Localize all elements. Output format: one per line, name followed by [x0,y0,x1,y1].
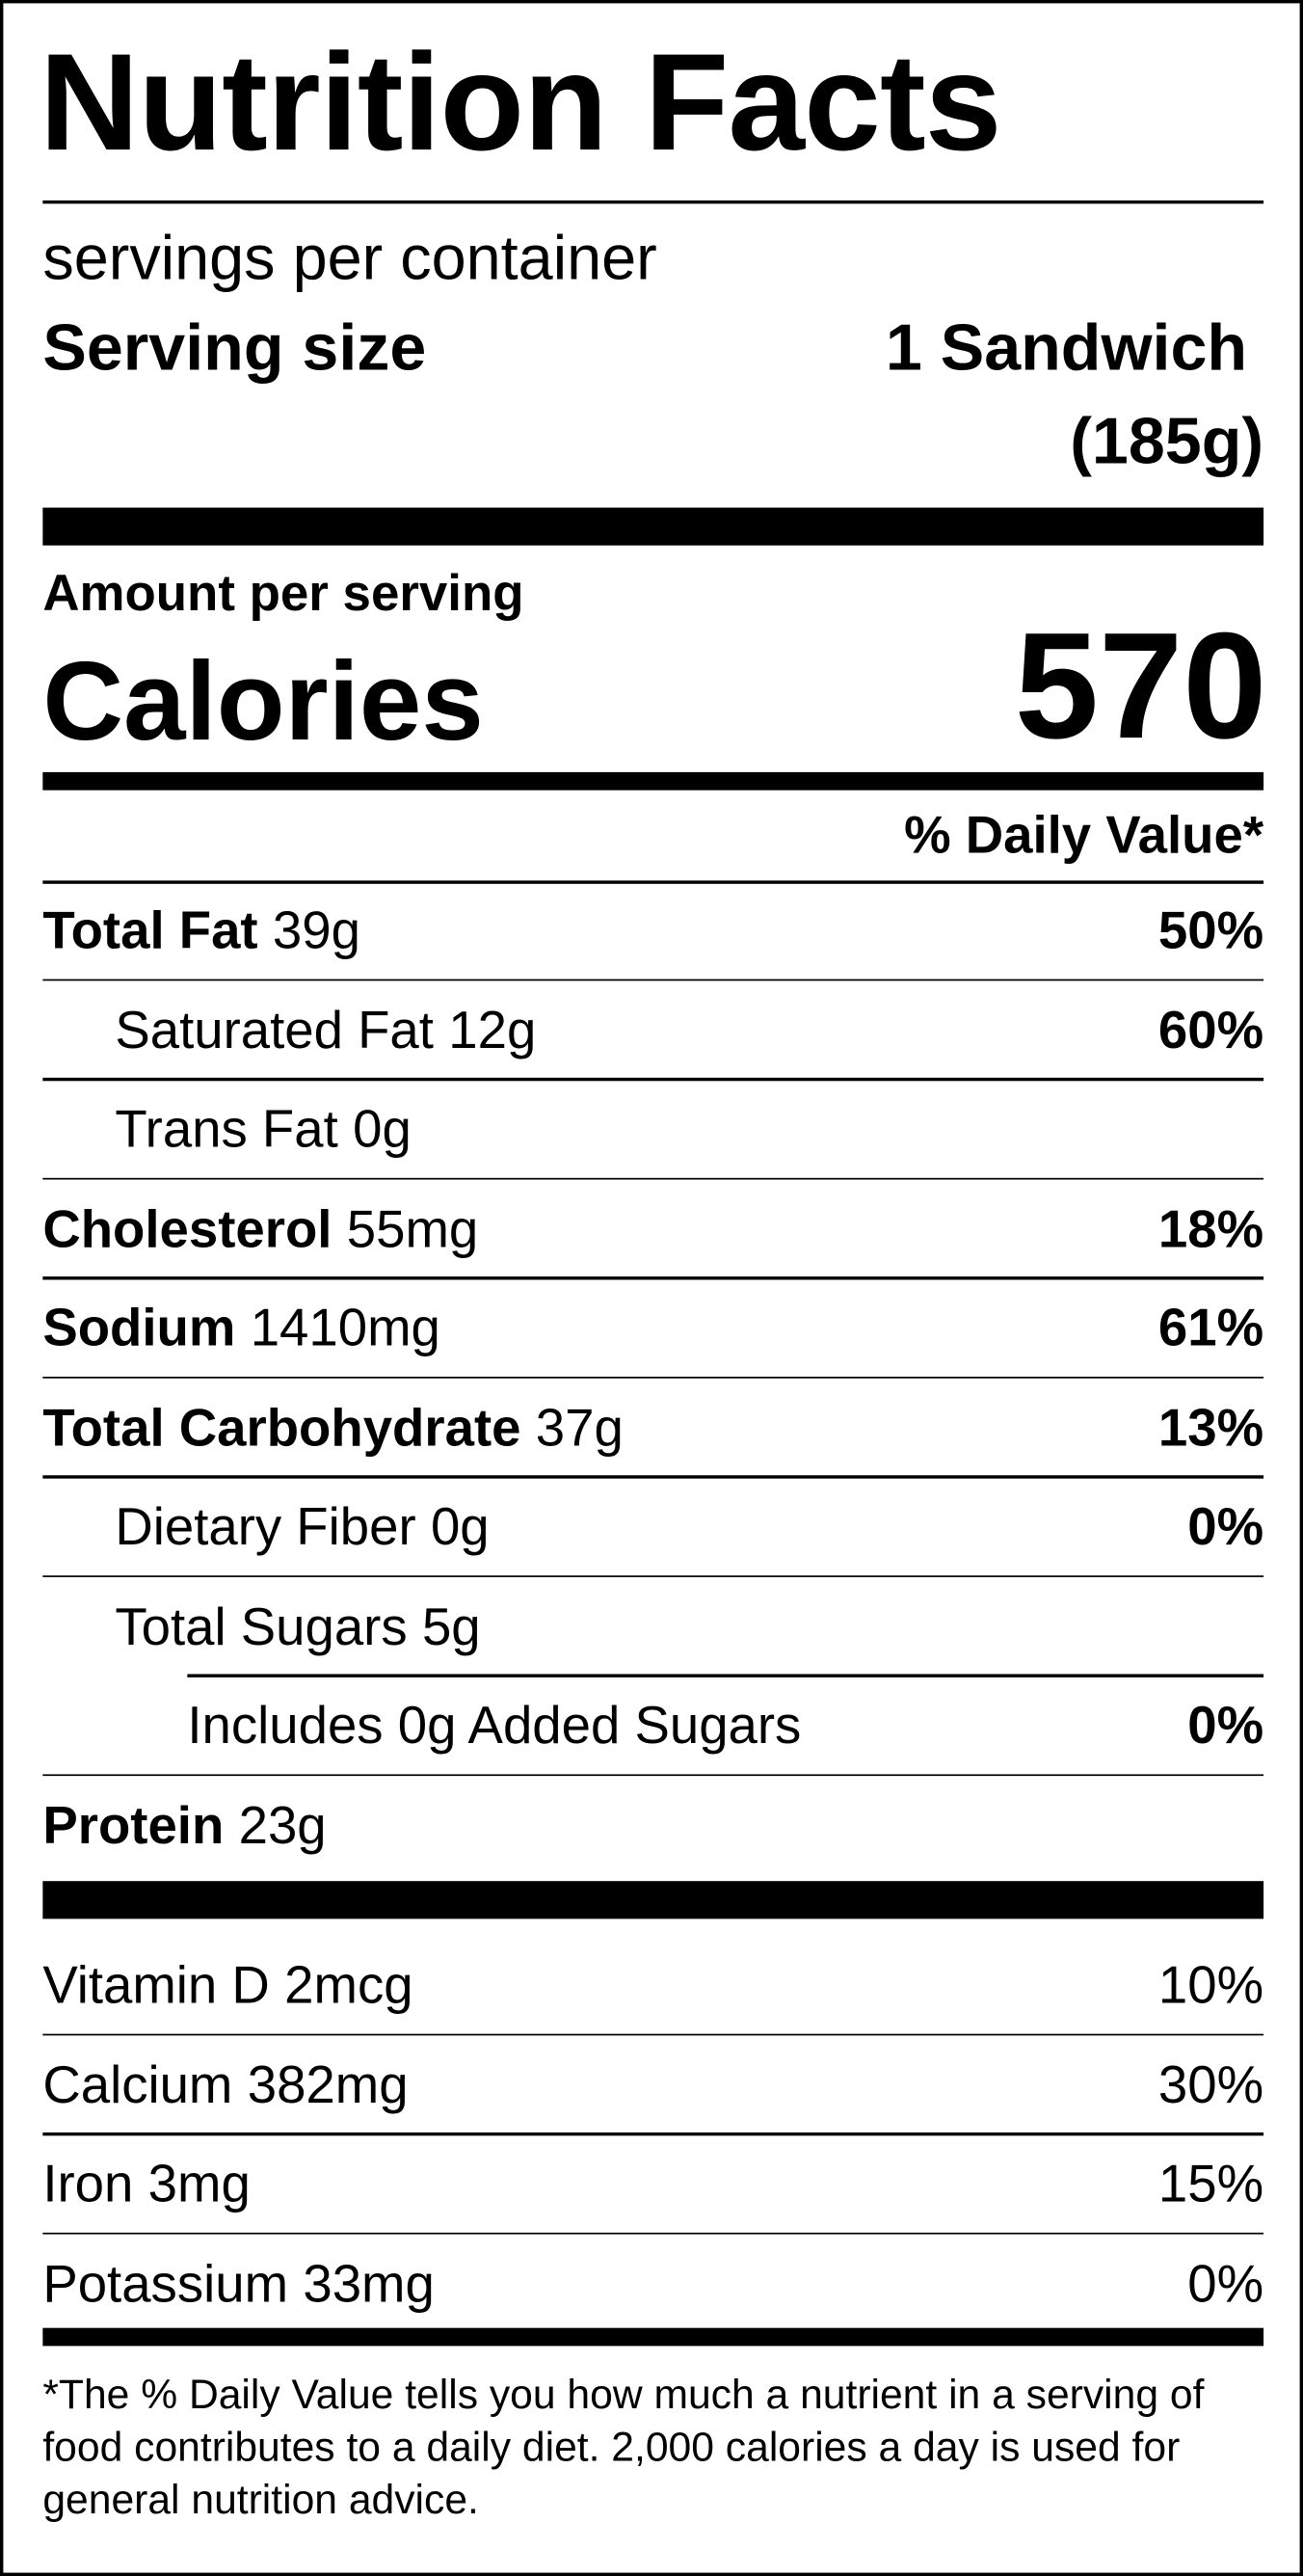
nutrient-name: Potassium 33mg [42,2253,435,2313]
servings-per-container: servings per container [42,225,657,295]
nutrient-amount: 2mcg [284,1954,413,2015]
nutrient-amount: 382mg [247,2053,409,2114]
nutrient-amount: 55mg [346,1198,479,1258]
daily-value-header: % Daily Value* [904,804,1264,865]
daily-value: 0% [1187,1695,1264,1755]
daily-value: 13% [1157,1397,1264,1457]
rule [42,978,1264,981]
daily-value: 0% [1187,2253,1264,2313]
nutrient-name: Protein 23g [42,1794,327,1855]
daily-value: 60% [1157,999,1264,1060]
rule [42,1376,1264,1379]
rule [42,2032,1264,2036]
rule [42,880,1264,884]
nutrient-name: Total Carbohydrate 37g [42,1397,624,1457]
nutrient-name: Dietary Fiber 0g [115,1496,490,1556]
rule [42,1574,1264,1577]
nutrient-amount: 23g [238,1794,327,1855]
rule [42,1077,1264,1081]
nutrient-amount: 37g [535,1397,624,1457]
thick-rule [42,507,1264,546]
nutrient-name: Saturated Fat 12g [115,999,537,1060]
nutrient-name: Sodium 1410mg [42,1298,440,1357]
nutrient-amount: 0g [430,1496,490,1556]
nutrient-name: Vitamin D 2mcg [42,1954,413,2015]
rule [187,1674,1264,1677]
nutrient-name: Includes 0g Added Sugars [187,1695,802,1755]
nutrient-name: Iron 3mg [42,2154,251,2214]
nutrient-amount: 0g [353,1099,412,1159]
nutrient-amount: 3mg [147,2154,251,2214]
nutrient-amount: 1410mg [250,1298,440,1357]
daily-value: 50% [1157,899,1264,960]
footnote: *The % Daily Value tells you how much a … [42,2372,1205,2524]
rule [42,2132,1264,2135]
nutrient-name: Calcium 382mg [42,2053,409,2114]
nutrient-name: Cholesterol 55mg [42,1198,479,1258]
rule [42,1176,1264,1180]
rule [42,1773,1264,1777]
nutrient-name: Total Sugars 5g [115,1596,481,1655]
title: Nutrition Facts [39,24,1002,179]
amount-per-serving: Amount per serving [42,564,524,622]
serving-size-weight: (185g) [1070,405,1264,478]
daily-value: 15% [1157,2154,1264,2214]
daily-value: 0% [1187,1496,1264,1556]
daily-value: 10% [1157,1954,1264,2015]
rule [42,1475,1264,1478]
serving-size-amount: 1 Sandwich [885,311,1248,385]
rule [42,200,1264,204]
nutrient-amount: 39g [272,899,360,960]
nutrient-name: Total Fat 39g [42,899,360,960]
nutrient-name: Trans Fat 0g [115,1099,412,1159]
serving-size-label: Serving size [42,311,427,385]
daily-value: 30% [1157,2053,1264,2114]
nutrient-amount: 12g [448,999,537,1060]
rule [42,2231,1264,2235]
daily-value: 18% [1157,1198,1264,1258]
thick-rule [42,1881,1264,1919]
calories-value: 570 [1014,603,1267,771]
nutrient-amount: 33mg [303,2253,435,2313]
rule [42,1276,1264,1279]
daily-value: 61% [1157,1298,1264,1357]
thick-rule [42,2327,1264,2347]
nutrient-amount: 5g [421,1596,481,1655]
calories-label: Calories [42,638,484,765]
thick-rule [42,771,1264,791]
